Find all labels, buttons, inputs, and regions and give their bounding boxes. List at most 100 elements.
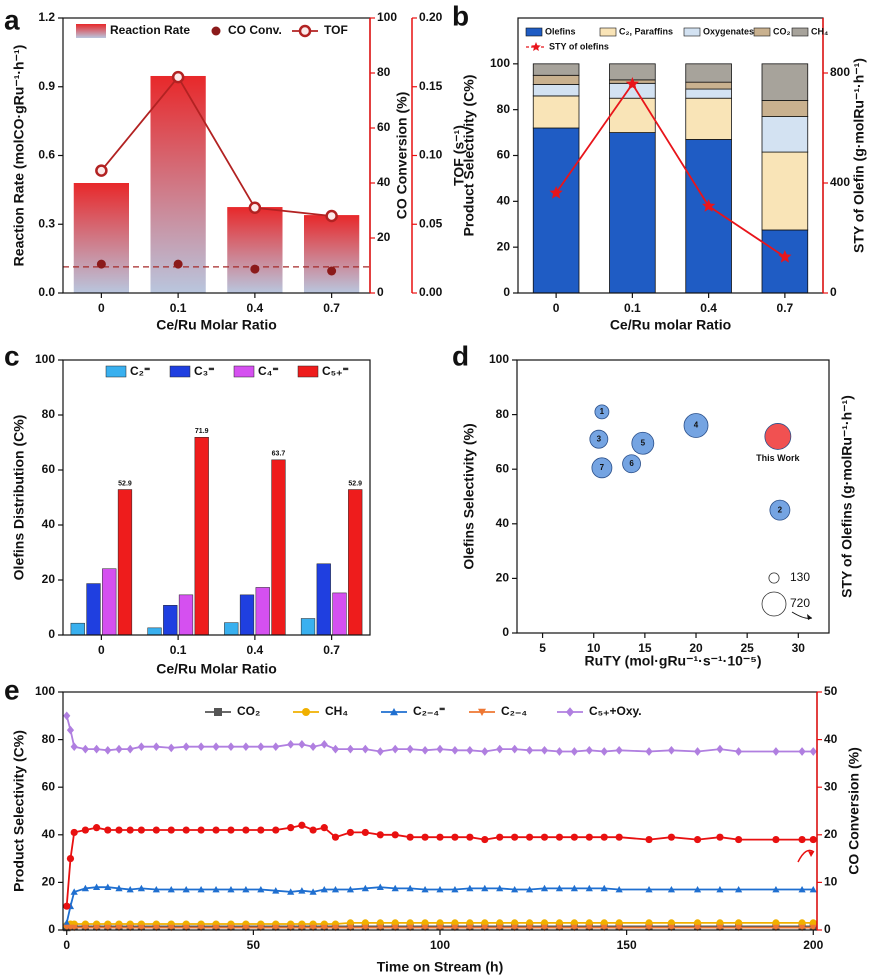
marker [570,833,578,841]
marker [212,742,220,752]
y2-tick-label: 100 [377,10,397,24]
marker [540,884,549,892]
y-tick-label: 60 [497,148,511,162]
marker [309,742,317,752]
y2-label: CO Conversion (%) [846,747,862,875]
bar-segment [685,97,732,140]
legend-label: Olefins [545,26,576,36]
bubble-label: This Work [756,453,800,463]
marker [92,824,101,832]
marker [391,919,399,927]
marker [451,919,459,927]
marker [214,708,222,716]
marker [496,924,504,932]
y-tick-label: 60 [42,462,56,476]
marker [298,924,306,932]
marker [511,744,519,754]
marker [481,919,489,927]
bubble [589,429,609,449]
legend-label: CO₂ [237,704,260,718]
marker [182,885,190,893]
x-tick-label: 30 [792,641,806,655]
marker [615,885,623,893]
marker [63,711,71,721]
marker [212,924,220,932]
marker [525,919,534,927]
panel-letter: c [4,340,20,371]
y-label: Olefins Selectivity (%) [461,423,477,569]
marker [320,740,328,749]
marker [585,919,593,927]
marker [115,826,123,834]
marker [81,744,89,754]
bar [239,594,255,636]
marker [346,924,355,932]
x-tick-label: 15 [638,641,652,655]
bar [348,489,363,636]
marker [257,742,265,752]
bubble-label: 4 [694,421,699,430]
marker [167,924,175,932]
y-tick-label: 0 [502,625,509,639]
marker [645,747,653,756]
bubble-label: 6 [629,459,634,468]
marker [809,885,817,893]
marker [376,924,384,932]
bar [316,563,331,636]
marker [361,924,369,932]
marker [92,924,101,932]
panel-letter: d [452,340,469,371]
marker [320,924,328,932]
marker [137,884,145,892]
marker [95,164,108,177]
legend-label: C₂₋₄ [501,704,527,718]
marker [555,833,564,841]
plot-frame [516,359,830,634]
marker [600,747,608,756]
data-label: 52.9 [348,480,362,487]
y-tick-label: 40 [497,194,511,208]
marker [406,924,414,932]
y-tick-label: 20 [42,875,56,889]
bar-segment [532,84,580,97]
marker [809,924,817,932]
marker [331,924,340,932]
marker [436,885,444,893]
marker [115,884,123,892]
marker [566,707,574,717]
marker [809,747,817,756]
bar [227,207,283,293]
x-tick-label: 0.4 [700,301,717,315]
marker [227,742,235,752]
marker [70,742,78,752]
x-tick-label: 0.1 [170,301,187,315]
marker [716,924,724,932]
y2-tick-label: 10 [824,875,838,889]
marker [600,924,608,932]
legend-swatch [683,27,701,37]
bar [86,583,101,636]
marker [645,924,653,932]
x-axis-title: Ce/Ru Molar Ratio [156,317,277,333]
legend-label: C₂₋₄⁼ [413,704,445,718]
x-tick-label: 0 [98,301,105,315]
plot-frame [62,359,371,636]
series-line [555,82,786,258]
y-tick-label: 40 [42,517,56,531]
marker [242,742,250,752]
y3-tick-label: 0.20 [419,10,443,24]
y-tick-label: 0 [48,627,55,641]
y-tick-label: 0.9 [38,79,55,93]
marker [257,826,265,834]
legend-label: C₅₊+Oxy. [589,704,642,718]
y-tick-label: 80 [42,407,56,421]
y2-tick-label: 400 [830,175,850,189]
y-tick-label: 20 [496,571,510,585]
marker [152,742,160,752]
marker [798,885,806,893]
marker [540,924,549,932]
data-label: 52.9 [118,480,132,487]
marker [70,828,78,837]
y-tick-label: 1.2 [38,10,55,24]
